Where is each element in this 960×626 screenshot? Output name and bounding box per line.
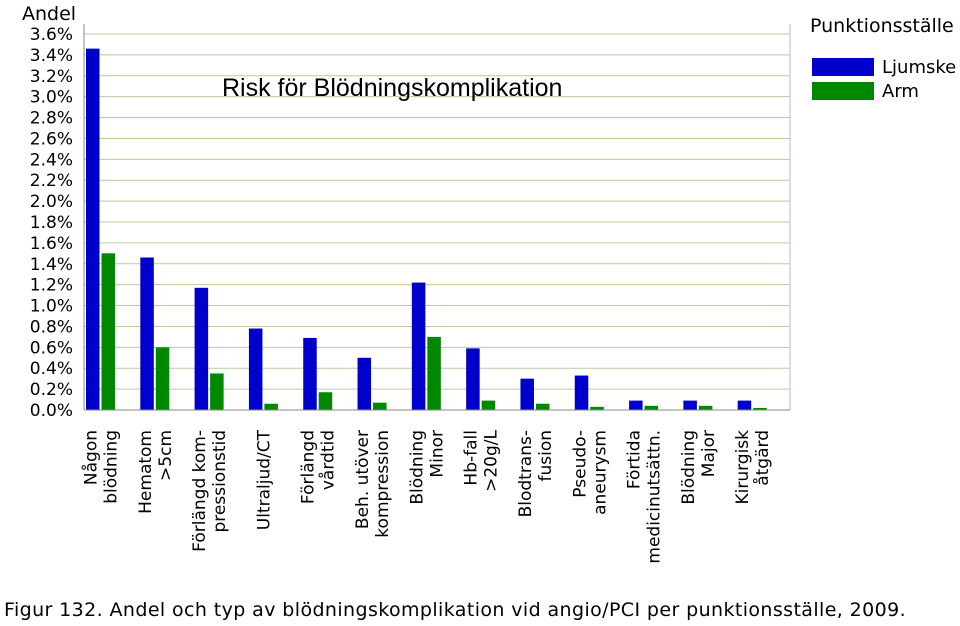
bar-arm <box>210 373 224 410</box>
x-category-label-line: åtgärd <box>752 430 773 486</box>
x-category-label-line: Förlängd kom- <box>190 430 210 552</box>
y-tick-label: 0.2% <box>30 380 73 400</box>
x-category-label-line: fusion <box>536 430 556 482</box>
x-category-label: Förlängd kom-pressionstid <box>190 430 230 552</box>
bar-ljumske <box>574 375 589 410</box>
y-tick-label: 3.4% <box>30 46 73 66</box>
x-category-label: Förlängd vårdtid <box>299 430 339 504</box>
bar-arm <box>753 407 767 410</box>
y-tick-label: 2.6% <box>30 129 73 149</box>
y-tick-label: 2.0% <box>30 192 73 212</box>
chart-title: Risk för Blödningskomplikation <box>222 74 562 102</box>
bar-arm <box>318 392 333 410</box>
y-tick-label: 3.0% <box>30 88 73 108</box>
bar-arm <box>264 403 278 410</box>
x-category-label-line: medicinutsättn. <box>645 430 665 564</box>
figure-caption: Figur 132. Andel och typ av blödningskom… <box>4 599 906 621</box>
x-category-label-line: Blödning <box>407 430 427 505</box>
bar-ljumske <box>629 400 643 410</box>
x-category-label-line: Hematom <box>136 430 156 514</box>
bar-ljumske <box>520 378 534 410</box>
bar-ljumske <box>86 48 100 410</box>
y-tick-label: 0.8% <box>30 317 73 337</box>
y-tick-label: 2.2% <box>30 171 73 191</box>
bar-ljumske <box>466 348 480 410</box>
y-axis-title: Andel <box>22 3 76 25</box>
y-axis: 0.0%0.2%0.4%0.6%0.8%1.0%1.2%1.4%1.6%1.8%… <box>30 24 790 421</box>
x-category-label-line: Kirurgisk <box>733 430 753 505</box>
bar-arm <box>155 347 170 410</box>
x-category-label: Hematom >5cm <box>136 430 176 514</box>
bar-arm <box>698 405 713 410</box>
x-category-label: Blödning Major <box>679 430 719 505</box>
x-category-label: Kirurgisk åtgärd <box>733 430 773 505</box>
legend-swatch-ljumske <box>812 58 874 76</box>
x-category-label-line: Förtida <box>625 430 645 489</box>
bar-arm <box>373 402 387 410</box>
x-category-label: Förtida medicinutsättn. <box>625 430 665 564</box>
bar-arm <box>427 336 441 410</box>
bar-arm <box>590 406 604 410</box>
bar-ljumske <box>248 328 263 410</box>
bar-ljumske <box>683 400 697 410</box>
y-tick-label: 0.4% <box>30 359 73 379</box>
bar-ljumske <box>357 357 372 410</box>
x-category-label-line: Ultraljud/CT <box>254 429 274 530</box>
y-tick-label: 1.4% <box>30 255 73 275</box>
y-tick-label: 1.0% <box>30 297 73 317</box>
y-tick-label: 1.2% <box>30 276 73 296</box>
x-category-label-line: kompression <box>373 430 393 538</box>
x-category-label: Blodtrans-fusion <box>516 430 556 517</box>
x-category-label-line: Förlängd <box>299 430 319 504</box>
x-axis-labels: Någon blödning Hematom >5cm Förlängd kom-pre… <box>81 429 774 563</box>
x-category-label-line: Beh. utöver <box>353 430 373 529</box>
bar-ljumske <box>737 400 752 410</box>
y-tick-label: 1.8% <box>30 213 73 233</box>
x-category-label-line: >5cm <box>156 430 176 481</box>
bar-ljumske <box>194 287 209 410</box>
bar-ljumske <box>303 337 317 410</box>
x-category-label-line: Någon <box>81 430 102 485</box>
x-category-label-line: blödning <box>102 430 122 504</box>
y-tick-label: 1.6% <box>30 234 73 254</box>
x-category-label-line: Blodtrans- <box>516 430 536 517</box>
legend-label-ljumske: Ljumske <box>882 57 956 78</box>
legend-title: Punktionsställe <box>810 15 954 37</box>
y-tick-label: 2.4% <box>30 150 73 170</box>
y-tick-label: 0.0% <box>30 401 73 421</box>
x-category-label-line: pressionstid <box>210 430 230 533</box>
x-category-label-line: Blödning <box>679 430 699 505</box>
legend-items: Ljumske Arm <box>812 57 956 102</box>
bar-arm <box>101 253 115 410</box>
x-category-label: Hb-fall >20g/L <box>462 429 502 491</box>
x-category-label-line: vårdtid <box>318 430 339 490</box>
legend: Punktionsställe Ljumske Arm <box>810 15 956 102</box>
bar-arm <box>481 400 496 410</box>
x-category-label-line: aneurysm <box>590 430 610 515</box>
bar-arm <box>644 405 659 410</box>
y-tick-label: 3.2% <box>30 67 73 87</box>
x-category-label: Pseudo-aneurysm <box>570 430 610 515</box>
x-category-label-line: >20g/L <box>482 429 502 491</box>
x-category-label: Blödning Minor <box>407 430 447 505</box>
x-category-label-line: Hb-fall <box>462 430 482 486</box>
y-tick-label: 2.8% <box>30 109 73 129</box>
bar-arm <box>535 403 550 410</box>
x-category-label-line: Major <box>699 430 719 477</box>
y-tick-label: 0.6% <box>30 338 73 358</box>
y-tick-label: 3.6% <box>30 25 73 45</box>
bar-ljumske <box>411 282 426 410</box>
bar-ljumske <box>140 257 154 410</box>
legend-label-arm: Arm <box>882 81 919 102</box>
x-category-label: Någon blödning <box>81 430 122 504</box>
bars <box>86 48 767 410</box>
legend-swatch-arm <box>812 82 874 100</box>
x-category-label: Beh. utöver kompression <box>353 430 393 538</box>
x-category-label: Ultraljud/CT <box>254 429 274 530</box>
x-category-label-line: Pseudo- <box>570 430 590 498</box>
x-category-label-line: Minor <box>427 430 447 478</box>
